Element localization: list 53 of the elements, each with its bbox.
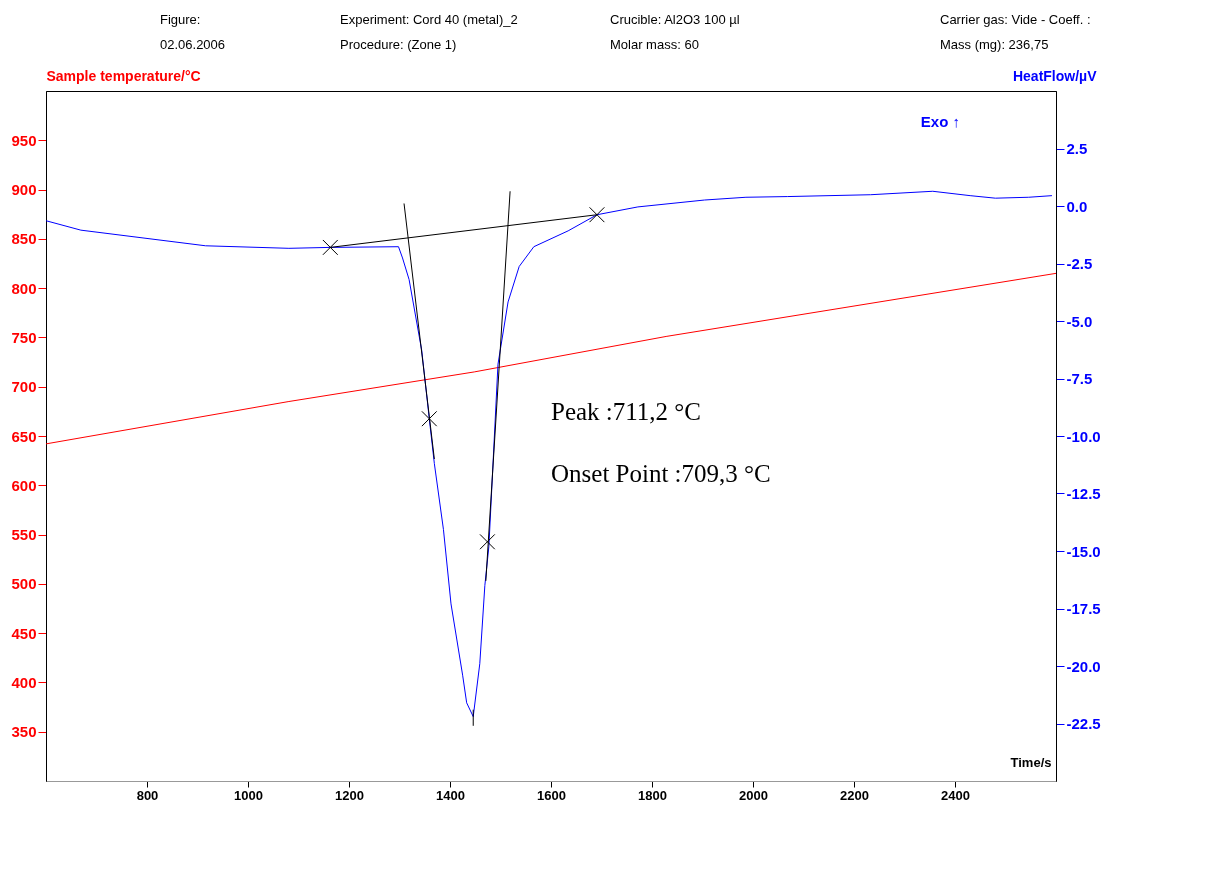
y-tick-label: 400 [11,673,37,691]
point [322,239,339,256]
x-tick-label: 1800 [638,787,667,803]
y2-tick-label: -10.0 [1066,427,1101,445]
y2-tick-label: -17.5 [1066,600,1101,617]
y-axis-title: Sample temperature/°C [46,67,201,84]
x-tick-label: 1400 [436,787,465,803]
y2-tick-label: -15.0 [1066,542,1101,560]
y2-tick-label: 0.0 [1066,197,1088,215]
x-tick-label: 1200 [335,787,364,803]
point [421,410,438,427]
y2-tick-label: -20.0 [1066,657,1101,675]
point [589,206,605,223]
text: Molar mass: 60 [610,37,700,52]
annotation: Exo ↑ [920,113,961,131]
text: Carrier gas: Vide - Coeff. : [940,12,1092,27]
y2-tick-label: -12.5 [1066,485,1101,502]
text: Crucible: Al2O3 100 µl [610,12,741,27]
y-tick-label: 450 [11,624,37,642]
y2-tick-label: -5.0 [1066,312,1093,330]
point [479,533,496,550]
y-tick-label: 550 [11,526,37,544]
x-tick-label: 2000 [739,787,768,803]
text: 02.06.2006 [160,37,227,52]
y-tick-label: 500 [11,575,37,593]
y-tick-label: 700 [11,378,37,396]
y-tick-label: 650 [11,427,37,445]
line-series [45,272,1057,445]
y-tick-label: 750 [11,328,37,346]
x-tick-label: 1000 [234,787,263,803]
text: Procedure: (Zone 1) [340,37,458,52]
y-tick-label: 350 [11,723,37,741]
y2-axis-title: HeatFlow/µV [1012,67,1098,84]
x-tick-label: 800 [136,787,159,803]
text: Figure: [160,12,202,27]
text: Mass (mg): 236,75 [940,37,1050,52]
line-series [45,190,1053,718]
text: Experiment: Cord 40 (metal)_2 [340,12,519,27]
annotation: Peak :711,2 °C [551,397,702,425]
y2-tick-label: -22.5 [1066,715,1101,732]
x-tick-label: 1600 [537,787,566,803]
y-tick-label: 800 [11,279,37,297]
y2-tick-label: 2.5 [1066,140,1088,157]
annotation: Onset Point :709,3 °C [551,459,771,487]
y-tick-label: 950 [11,131,37,149]
y2-tick-label: -7.5 [1066,370,1093,387]
x-tick-label: 2200 [840,787,869,803]
x-tick-label: 2400 [941,787,970,803]
x-axis-title: Time/s [1010,754,1052,770]
y2-tick-label: -2.5 [1066,255,1093,272]
y-tick-label: 900 [11,181,37,199]
y-tick-label: 600 [11,476,37,494]
y-tick-label: 850 [11,230,37,248]
